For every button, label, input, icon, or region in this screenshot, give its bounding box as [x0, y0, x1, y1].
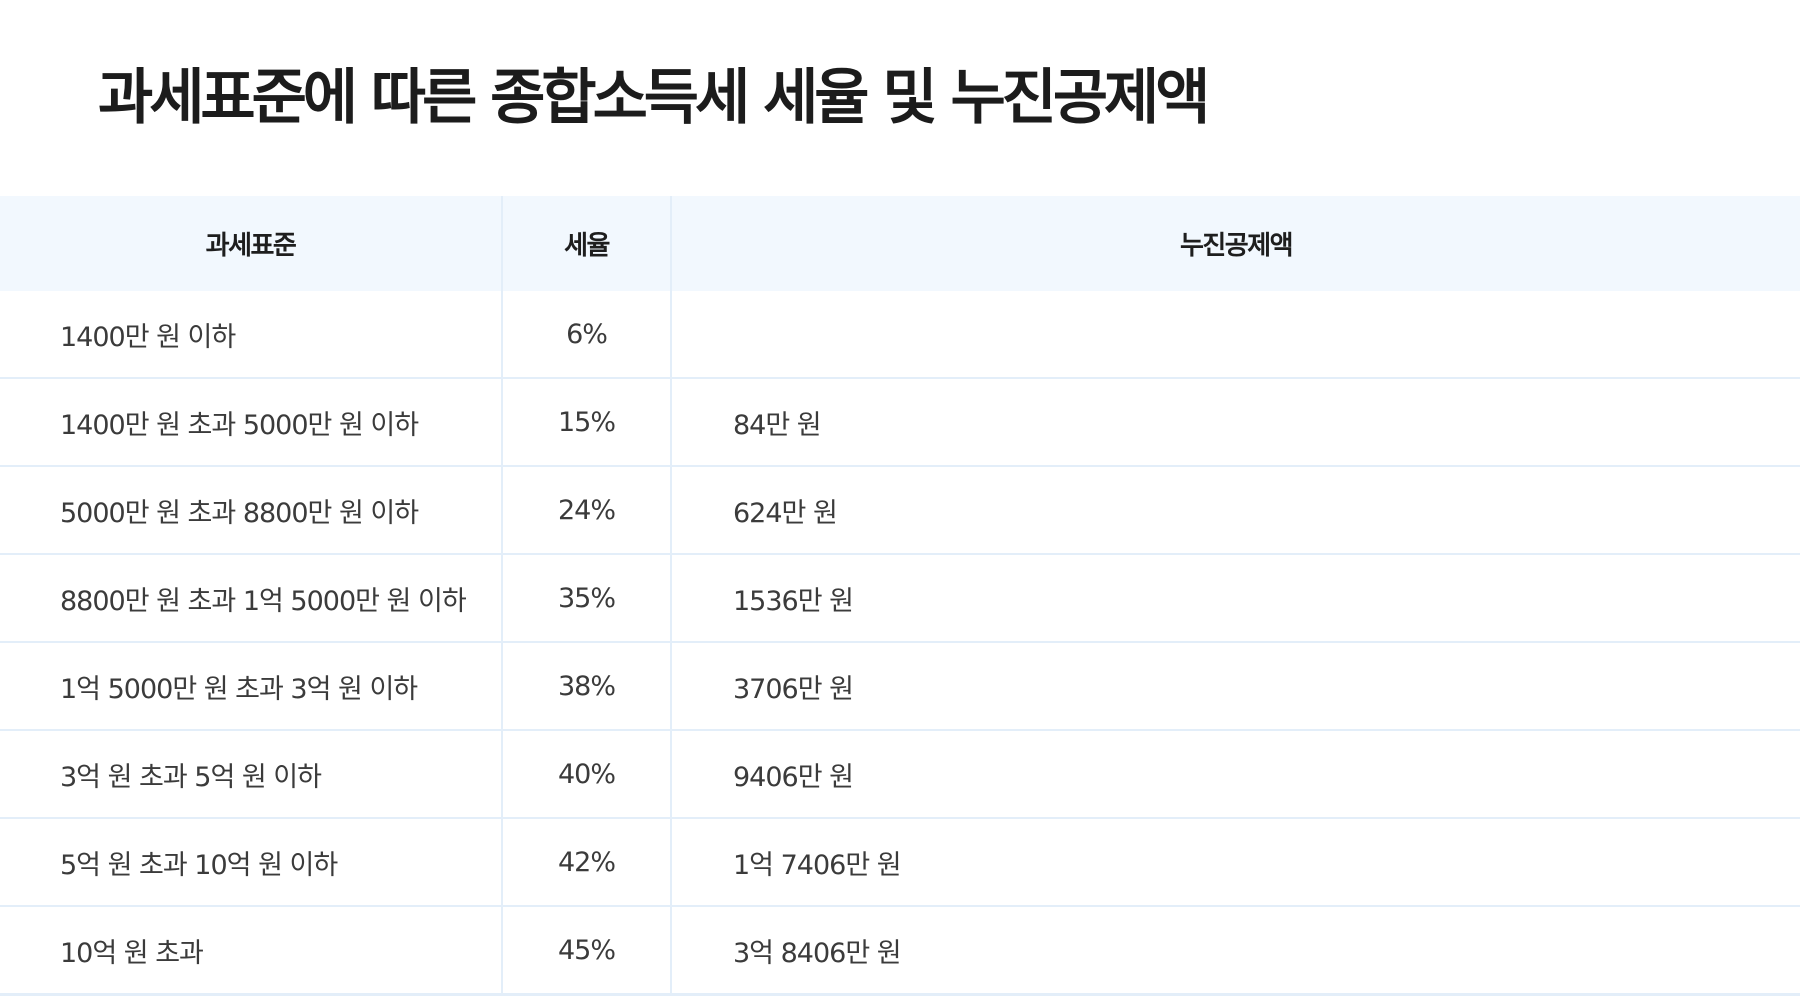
deduction-cell: 3706만 원 [671, 642, 1800, 731]
tax-base-cell: 1400만 원 초과 5000만 원 이하 [0, 378, 503, 467]
table-row: 5000만 원 초과 8800만 원 이하 24% 624만 원 [0, 466, 1800, 555]
page-title: 과세표준에 따른 종합소득세 세율 및 누진공제액 [98, 63, 1210, 133]
tax-rate-cell: 6% [502, 291, 672, 379]
table-body: 1400만 원 이하 6% 1400만 원 초과 5000만 원 이하 15% … [0, 291, 1800, 996]
table-row: 10억 원 초과 45% 3억 8406만 원 [0, 906, 1800, 996]
table-row: 3억 원 초과 5억 원 이하 40% 9406만 원 [0, 730, 1800, 819]
column-header-tax-base: 과세표준 [0, 196, 503, 291]
tax-rate-cell: 38% [502, 642, 672, 731]
deduction-cell: 1536만 원 [671, 554, 1800, 643]
tax-rate-cell: 45% [502, 906, 672, 996]
tax-rate-table: 과세표준 세율 누진공제액 1400만 원 이하 6% 1400만 원 초과 5… [0, 196, 1800, 996]
tax-rate-cell: 24% [502, 466, 672, 555]
table-row: 5억 원 초과 10억 원 이하 42% 1억 7406만 원 [0, 818, 1800, 907]
table-header-row: 과세표준 세율 누진공제액 [0, 196, 1800, 291]
table-row: 1400만 원 초과 5000만 원 이하 15% 84만 원 [0, 378, 1800, 467]
tax-rate-cell: 42% [502, 818, 672, 907]
table-row: 1400만 원 이하 6% [0, 291, 1800, 379]
tax-base-cell: 5억 원 초과 10억 원 이하 [0, 818, 503, 907]
table-row: 1억 5000만 원 초과 3억 원 이하 38% 3706만 원 [0, 642, 1800, 731]
deduction-cell: 3억 8406만 원 [671, 906, 1800, 996]
tax-rate-cell: 40% [502, 730, 672, 819]
table-header: 과세표준 세율 누진공제액 [0, 196, 1800, 291]
tax-base-cell: 10억 원 초과 [0, 906, 503, 996]
column-header-progressive-deduction: 누진공제액 [671, 196, 1800, 291]
column-header-tax-rate: 세율 [502, 196, 672, 291]
tax-base-cell: 5000만 원 초과 8800만 원 이하 [0, 466, 503, 555]
deduction-cell: 1억 7406만 원 [671, 818, 1800, 907]
table-row: 8800만 원 초과 1억 5000만 원 이하 35% 1536만 원 [0, 554, 1800, 643]
deduction-cell: 624만 원 [671, 466, 1800, 555]
deduction-cell: 9406만 원 [671, 730, 1800, 819]
tax-rate-cell: 35% [502, 554, 672, 643]
tax-base-cell: 1400만 원 이하 [0, 291, 503, 379]
deduction-cell [671, 291, 1800, 379]
deduction-cell: 84만 원 [671, 378, 1800, 467]
tax-rate-cell: 15% [502, 378, 672, 467]
tax-base-cell: 3억 원 초과 5억 원 이하 [0, 730, 503, 819]
tax-base-cell: 8800만 원 초과 1억 5000만 원 이하 [0, 554, 503, 643]
tax-base-cell: 1억 5000만 원 초과 3억 원 이하 [0, 642, 503, 731]
